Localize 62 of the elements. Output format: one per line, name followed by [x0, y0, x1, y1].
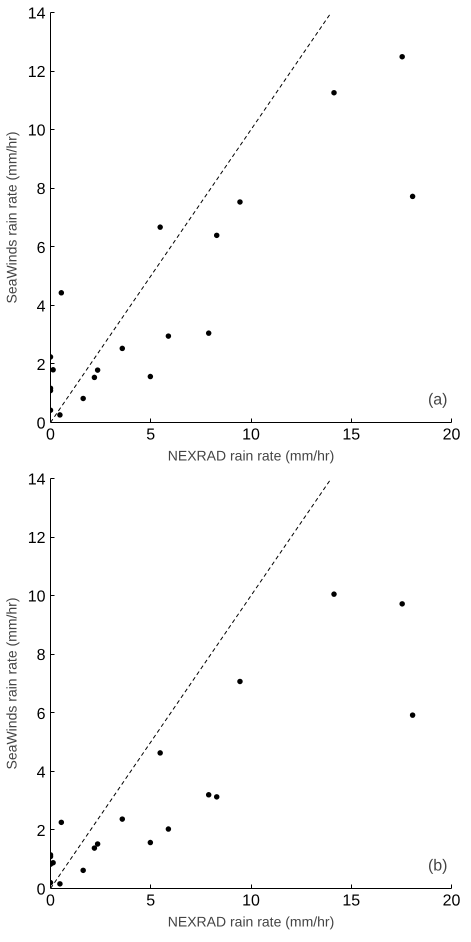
point: [214, 794, 220, 800]
point: [206, 792, 212, 798]
point: [80, 396, 86, 402]
y-tick-label: 6: [36, 706, 46, 723]
point: [157, 750, 163, 756]
y-tick-label: 8: [36, 647, 46, 664]
point: [410, 712, 416, 718]
x-tick-label: 5: [146, 892, 156, 910]
x-tick-label: 20: [442, 892, 460, 910]
x-tick-label: 10: [242, 892, 260, 910]
point: [92, 374, 98, 380]
point: [58, 290, 64, 296]
x-tick-label: 10: [242, 426, 260, 444]
point: [410, 194, 416, 200]
y-tick-label: 0: [36, 882, 46, 898]
y-tick-label: 10: [28, 588, 46, 606]
point: [399, 601, 405, 607]
point: [57, 881, 63, 887]
point: [331, 591, 337, 597]
point: [50, 860, 56, 866]
x-tick-label: 20: [442, 426, 460, 444]
y-tick-label: 2: [36, 356, 46, 374]
point: [58, 820, 64, 826]
annotation: (b): [428, 858, 448, 874]
y-axis-title: SeaWinds rain rate (mm/hr): [4, 598, 20, 770]
point: [80, 868, 86, 874]
point: [206, 330, 212, 336]
point: [94, 841, 100, 847]
point: [157, 224, 163, 230]
x-tick-label: 15: [342, 426, 360, 444]
y-tick-label: 0: [36, 416, 46, 432]
point: [120, 346, 126, 352]
point: [237, 678, 243, 684]
x-axis-title: NEXRAD rain rate (mm/hr): [168, 914, 334, 930]
point: [237, 199, 243, 205]
y-axis-title: SeaWinds rain rate (mm/hr): [4, 132, 20, 304]
y-tick-label: 14: [28, 6, 46, 22]
point: [166, 333, 172, 339]
y-tick-label: 10: [28, 122, 46, 140]
point: [92, 845, 98, 851]
y-tick-label: 12: [28, 64, 46, 82]
point: [166, 826, 172, 832]
point: [331, 90, 337, 96]
point: [148, 840, 154, 846]
y-tick-label: 8: [36, 181, 46, 198]
point: [57, 412, 63, 418]
point: [214, 232, 220, 238]
point: [50, 367, 56, 373]
y-tick-label: 4: [36, 298, 46, 316]
point: [120, 816, 126, 822]
y-tick-label: 2: [36, 822, 46, 840]
y-tick-label: 14: [28, 472, 46, 488]
y-tick-label: 6: [36, 240, 46, 257]
y-tick-label: 12: [28, 530, 46, 548]
x-tick-label: 15: [342, 892, 360, 910]
y-tick-label: 4: [36, 764, 46, 782]
x-tick-label: 5: [146, 426, 156, 444]
point: [148, 374, 154, 380]
point: [94, 367, 100, 373]
x-axis-title: NEXRAD rain rate (mm/hr): [168, 448, 334, 464]
annotation: (a): [428, 392, 448, 408]
point: [399, 54, 405, 60]
